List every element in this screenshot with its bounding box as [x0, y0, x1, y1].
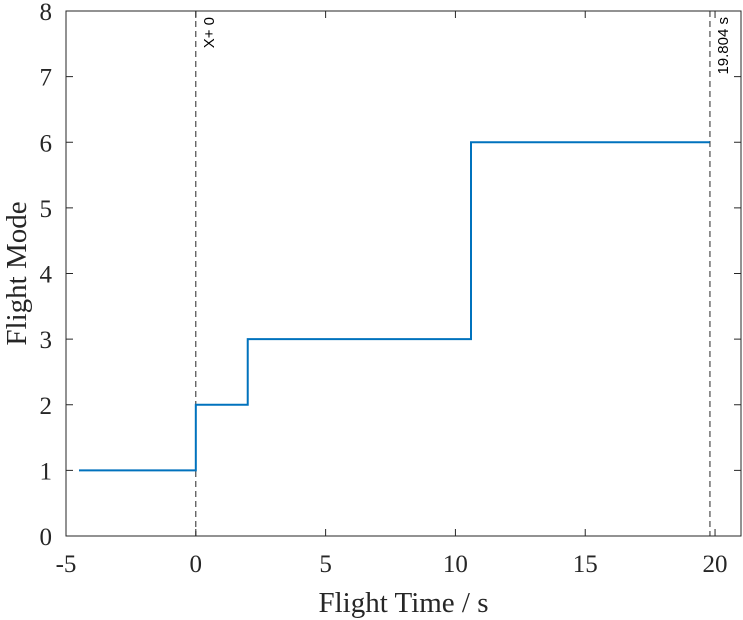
plot-background	[66, 11, 741, 536]
y-tick-label: 4	[40, 262, 53, 289]
flight-mode-series-line	[78, 141, 710, 472]
series-layer	[78, 141, 710, 472]
x-tick-label: 10	[443, 551, 468, 578]
y-tick-label: 8	[40, 0, 53, 26]
annotation-layer: X+ 0 19.804 s	[201, 17, 732, 75]
y-tick-label: 7	[40, 65, 53, 92]
markers-layer	[195, 11, 711, 536]
x-tick-label: 15	[573, 551, 598, 578]
x-tick-label: -5	[56, 551, 77, 578]
x-tick-label: 20	[703, 551, 728, 578]
y-tick-label: 6	[40, 130, 53, 157]
x-tick-label: 5	[319, 551, 332, 578]
y-tick-label: 5	[40, 196, 53, 223]
y-axis-title: Flight Mode	[1, 201, 33, 345]
event-marker-label: 19.804 s	[715, 17, 732, 75]
y-tick-label: 1	[40, 458, 53, 485]
y-tick-label: 0	[40, 524, 53, 551]
x-axis-title: Flight Time / s	[318, 587, 488, 619]
event-marker-label: X+ 0	[201, 17, 218, 48]
y-tick-label: 3	[40, 327, 53, 354]
y-tick-label: 2	[40, 393, 53, 420]
x-tick-label: 0	[190, 551, 203, 578]
